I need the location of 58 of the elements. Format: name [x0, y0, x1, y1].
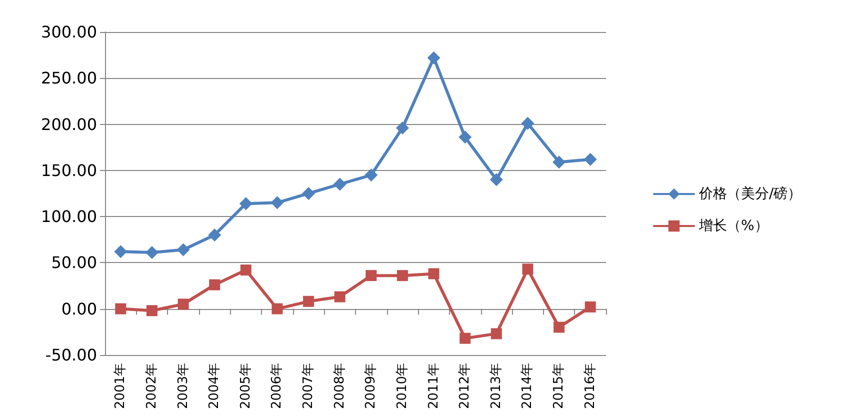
- x-tick-label: 2008年: [332, 362, 348, 410]
- point: [114, 245, 128, 258]
- point: [490, 173, 503, 186]
- point: [427, 51, 440, 64]
- point: [584, 152, 597, 166]
- x-tick-label: 2003年: [176, 362, 191, 410]
- x-tick-label: 2002年: [144, 362, 160, 410]
- point: [554, 322, 565, 333]
- point: [272, 303, 283, 314]
- point: [209, 279, 220, 290]
- point: [302, 186, 316, 200]
- y-tick-label: 0.00: [61, 299, 97, 318]
- y-tick-label: 150.00: [41, 160, 97, 180]
- x-tick-label: 2009年: [364, 362, 379, 410]
- point: [176, 243, 190, 256]
- x-tick-label: 2005年: [238, 362, 254, 410]
- point: [239, 197, 252, 210]
- legend-label: 价格（美分/磅）: [698, 186, 802, 202]
- y-tick-label: 250.00: [41, 68, 97, 88]
- x-tick-label: 2013年: [488, 362, 504, 410]
- x-tick-label: 2011年: [426, 362, 442, 410]
- point: [552, 156, 566, 169]
- point: [145, 246, 158, 260]
- point: [460, 332, 471, 344]
- point: [208, 228, 222, 242]
- x-tick-label: 2012年: [458, 362, 473, 410]
- x-tick-label: 2016年: [582, 362, 598, 410]
- point: [428, 268, 440, 280]
- x-tick-label: 2010年: [394, 362, 410, 410]
- point: [115, 303, 126, 314]
- x-tick-label: 2014年: [520, 362, 536, 410]
- point: [458, 130, 472, 144]
- x-tick-label: 2007年: [301, 362, 316, 410]
- x-tick-label: 2006年: [270, 362, 285, 410]
- point: [366, 270, 377, 282]
- point: [584, 301, 596, 312]
- point: [303, 296, 314, 307]
- point: [333, 178, 346, 191]
- point: [240, 264, 252, 276]
- point: [334, 291, 346, 302]
- point: [521, 116, 534, 130]
- x-tick-label: 2004年: [207, 362, 222, 410]
- y-tick-label: 300.00: [41, 22, 97, 42]
- point: [146, 305, 158, 316]
- point: [270, 196, 284, 210]
- y-tick-label: 50.00: [51, 253, 97, 272]
- point: [522, 264, 534, 275]
- y-tick-label: -50.00: [45, 345, 97, 364]
- point: [396, 270, 408, 282]
- point: [364, 168, 378, 182]
- y-tick-label: 100.00: [41, 207, 97, 226]
- x-tick-label: 2015年: [552, 362, 567, 410]
- legend-label: 增长（%）: [698, 218, 768, 234]
- y-tick-label: 200.00: [41, 114, 97, 134]
- point: [490, 328, 502, 340]
- point: [396, 121, 409, 134]
- point: [178, 298, 189, 310]
- x-tick-label: 2001年: [113, 362, 128, 410]
